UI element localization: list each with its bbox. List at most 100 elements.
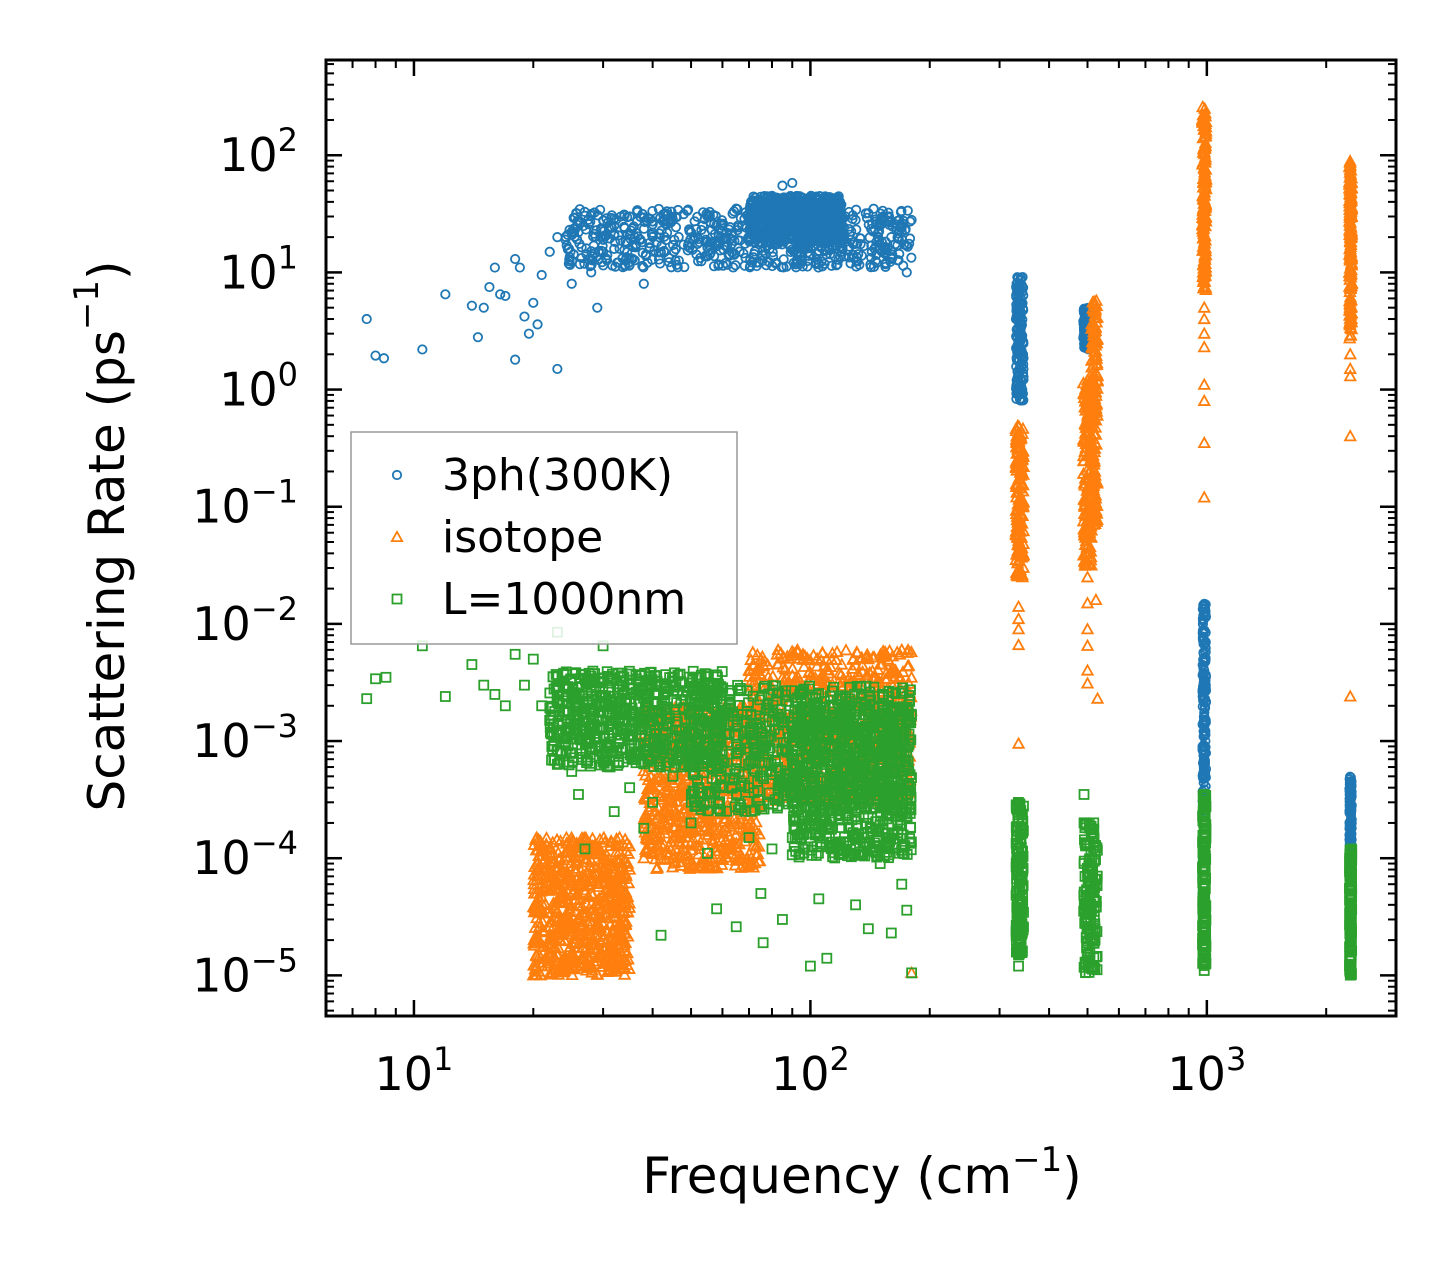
data-point <box>699 228 710 239</box>
data-point <box>885 256 896 267</box>
data-point <box>472 332 484 343</box>
data-point <box>813 262 824 273</box>
data-point <box>747 202 758 213</box>
data-point <box>638 262 649 273</box>
data-point <box>566 226 578 237</box>
data-point <box>638 212 650 223</box>
data-point <box>880 247 891 258</box>
data-point <box>601 213 612 224</box>
data-point <box>615 235 626 246</box>
data-point <box>877 205 888 216</box>
data-point <box>767 196 778 207</box>
data-point <box>532 319 543 330</box>
data-point <box>821 224 832 235</box>
data-point <box>728 262 739 273</box>
data-point <box>819 214 830 225</box>
data-point <box>663 252 674 263</box>
data-point <box>902 205 913 216</box>
data-point <box>745 255 756 266</box>
data-point <box>803 235 814 246</box>
series-1-band <box>1009 418 1031 583</box>
data-point <box>845 258 856 269</box>
data-point <box>528 297 539 308</box>
data-point <box>839 643 853 656</box>
data-point <box>684 226 695 237</box>
data-point <box>738 248 749 259</box>
data-point <box>720 257 731 269</box>
data-point <box>811 248 822 259</box>
data-point <box>778 254 789 265</box>
data-point <box>662 216 674 227</box>
data-point <box>609 243 620 254</box>
data-point <box>370 350 381 361</box>
data-point <box>576 242 587 253</box>
data-point <box>523 328 535 339</box>
data-point <box>574 215 585 227</box>
data-point <box>887 251 898 263</box>
data-point <box>673 231 684 243</box>
data-point <box>784 231 795 243</box>
data-point <box>783 192 794 204</box>
data-point <box>715 245 726 256</box>
data-point <box>514 262 525 273</box>
data-point <box>831 260 842 271</box>
data-point <box>906 252 917 263</box>
data-point <box>872 231 884 242</box>
data-point <box>767 247 778 258</box>
data-point <box>670 244 681 255</box>
series-0-band <box>1010 271 1029 406</box>
data-point <box>883 212 894 223</box>
data-point <box>902 241 913 252</box>
data-point <box>865 262 877 273</box>
data-point <box>774 219 786 230</box>
data-point <box>591 225 602 236</box>
data-point <box>653 203 664 215</box>
data-point <box>619 261 631 272</box>
data-point <box>901 240 912 251</box>
data-point <box>791 256 802 267</box>
data-point <box>816 231 827 242</box>
data-point <box>564 252 575 263</box>
data-point <box>607 260 618 271</box>
data-point <box>519 311 530 322</box>
series-0-band <box>560 203 917 273</box>
data-point <box>638 278 649 289</box>
data-point <box>826 260 837 271</box>
data-point <box>678 209 689 220</box>
data-point <box>746 257 758 268</box>
data-point <box>638 223 650 234</box>
data-point <box>726 228 737 239</box>
data-point <box>687 244 698 255</box>
data-point <box>552 232 563 243</box>
data-point <box>757 250 768 261</box>
data-point <box>734 235 746 246</box>
data-point <box>836 230 847 241</box>
data-point <box>552 363 563 375</box>
data-point <box>901 267 912 278</box>
data-point <box>584 260 596 272</box>
data-point <box>693 233 704 245</box>
data-point <box>510 354 521 365</box>
data-point <box>718 260 729 271</box>
data-point <box>510 253 521 265</box>
data-point <box>807 213 818 224</box>
data-point <box>781 209 792 221</box>
data-point <box>484 281 495 293</box>
data-point <box>770 258 781 269</box>
series-0 <box>361 177 1357 882</box>
data-point <box>802 261 813 272</box>
data-point <box>571 234 583 245</box>
series-1-band <box>526 830 637 981</box>
data-point <box>768 227 779 239</box>
series-1-band <box>1342 154 1359 344</box>
data-point <box>845 661 860 674</box>
data-point <box>848 236 860 248</box>
data-point <box>668 246 680 257</box>
data-point <box>500 290 511 302</box>
data-point <box>795 207 806 218</box>
data-point <box>587 255 598 266</box>
data-point <box>895 206 907 218</box>
data-point <box>751 257 762 268</box>
data-point <box>709 228 721 240</box>
